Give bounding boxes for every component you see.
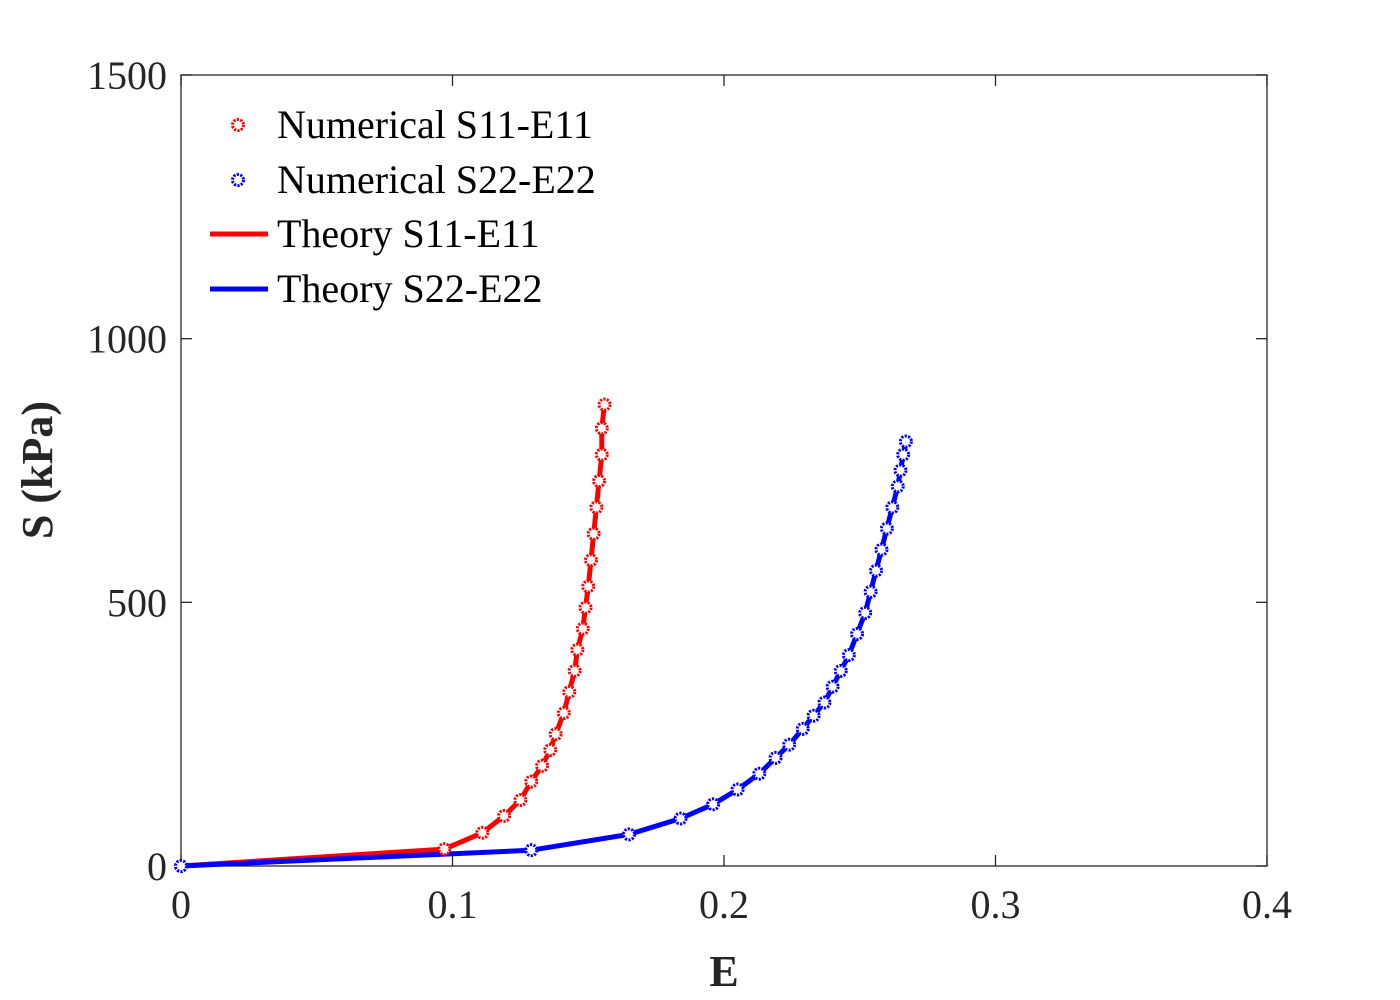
y-tick-label: 1500 bbox=[87, 53, 167, 98]
data-point bbox=[586, 526, 601, 541]
data-point bbox=[806, 708, 821, 723]
legend-marker bbox=[231, 118, 245, 132]
data-point bbox=[556, 706, 571, 721]
data-point bbox=[858, 605, 873, 620]
data-point bbox=[825, 679, 840, 694]
data-point bbox=[594, 447, 609, 462]
data-point bbox=[592, 474, 607, 489]
legend-label: Numerical S22-E22 bbox=[277, 157, 596, 202]
data-point bbox=[513, 793, 528, 808]
data-point bbox=[768, 750, 783, 765]
data-point bbox=[673, 811, 688, 826]
plot-area bbox=[180, 74, 1268, 867]
data-point bbox=[562, 684, 577, 699]
legend-label: Theory S11-E11 bbox=[277, 211, 540, 256]
data-point bbox=[817, 695, 832, 710]
data-point bbox=[575, 621, 590, 636]
y-tick-label: 1000 bbox=[87, 317, 167, 362]
data-point bbox=[589, 500, 604, 515]
data-point bbox=[885, 500, 900, 515]
legend-marker bbox=[231, 173, 245, 187]
y-axis-title: S (kPa) bbox=[13, 401, 62, 539]
x-tick-label: 0.4 bbox=[1242, 882, 1292, 927]
data-point bbox=[524, 843, 539, 858]
legend-label: Numerical S11-E11 bbox=[277, 102, 593, 147]
data-point bbox=[437, 842, 452, 857]
x-tick-label: 0 bbox=[171, 882, 191, 927]
data-point bbox=[174, 859, 188, 873]
series-markers bbox=[174, 397, 913, 873]
data-point bbox=[896, 447, 911, 462]
data-point bbox=[890, 479, 905, 494]
data-point bbox=[543, 742, 558, 757]
data-point bbox=[795, 721, 810, 736]
data-point bbox=[581, 579, 596, 594]
data-point bbox=[567, 663, 582, 678]
legend-label: Theory S22-E22 bbox=[277, 266, 543, 311]
data-point bbox=[583, 553, 598, 568]
data-point bbox=[833, 663, 848, 678]
data-point bbox=[850, 626, 865, 641]
data-point bbox=[869, 563, 884, 578]
data-point bbox=[863, 584, 878, 599]
data-point bbox=[475, 825, 490, 840]
data-point bbox=[706, 797, 721, 812]
legend: Numerical S11-E11 Numerical S22-E22 Theory… bbox=[210, 102, 596, 311]
data-point bbox=[841, 648, 856, 663]
data-point bbox=[578, 600, 593, 615]
data-point bbox=[594, 421, 609, 436]
data-point bbox=[597, 397, 612, 412]
data-point bbox=[752, 766, 767, 781]
data-point bbox=[524, 774, 539, 789]
data-point bbox=[730, 782, 745, 797]
data-point bbox=[893, 463, 908, 478]
x-tick-label: 0.2 bbox=[699, 882, 749, 927]
data-point bbox=[874, 542, 889, 557]
data-point bbox=[535, 758, 550, 773]
x-axis-title: E bbox=[709, 947, 738, 996]
y-tick-label: 0 bbox=[147, 844, 167, 889]
tick-labels: 0 0.1 0.2 0.3 0.4 0 500 1000 1500 bbox=[87, 53, 1292, 927]
x-tick-label: 0.1 bbox=[428, 882, 478, 927]
data-point bbox=[879, 521, 894, 536]
data-point bbox=[621, 827, 636, 842]
data-point bbox=[898, 434, 913, 449]
x-tick-label: 0.3 bbox=[971, 882, 1021, 927]
y-tick-label: 500 bbox=[107, 580, 167, 625]
data-point bbox=[782, 737, 797, 752]
data-point bbox=[497, 808, 512, 823]
data-point bbox=[570, 642, 585, 657]
data-point bbox=[548, 727, 563, 742]
